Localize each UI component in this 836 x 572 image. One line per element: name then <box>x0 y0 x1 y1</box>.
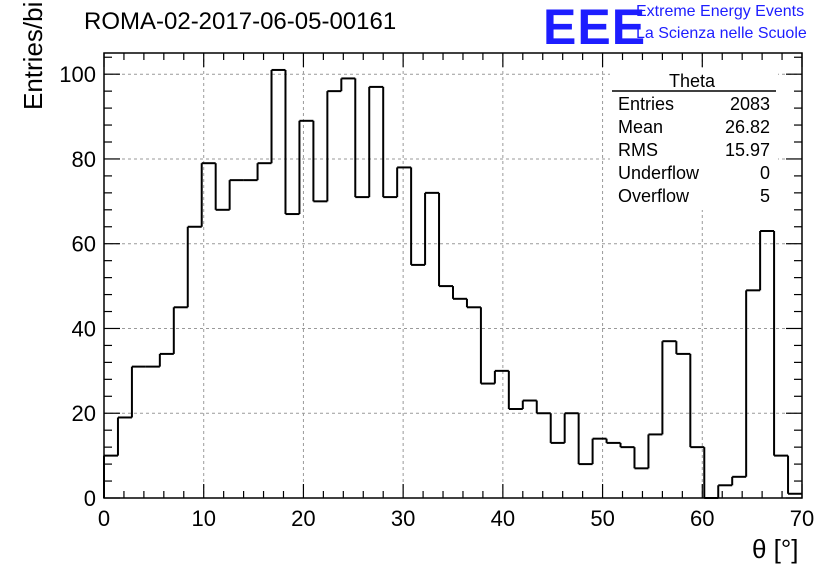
y-tick-label: 60 <box>72 232 96 257</box>
stats-box-name: Theta <box>669 71 716 91</box>
y-tick-label: 100 <box>59 62 96 87</box>
logo-line-1: Extreme Energy Events <box>636 3 805 20</box>
x-axis-label: θ [°] <box>752 534 799 564</box>
x-tick-label: 10 <box>191 506 215 531</box>
stats-label: Mean <box>618 117 663 137</box>
x-tick-label: 30 <box>391 506 415 531</box>
stats-label: Overflow <box>618 186 690 206</box>
x-tick-label: 60 <box>690 506 714 531</box>
y-tick-label: 40 <box>72 316 96 341</box>
x-tick-label: 40 <box>491 506 515 531</box>
stats-box: Theta Entries 2083 Mean 26.82 RMS 15.97 Underfl… <box>610 70 778 210</box>
y-axis-label: Entries/bin <box>18 0 48 110</box>
stats-label: RMS <box>618 140 658 160</box>
stats-value: 5 <box>760 186 770 206</box>
stats-value: 0 <box>760 163 770 183</box>
x-tick-label: 70 <box>790 506 814 531</box>
stats-label: Entries <box>618 94 674 114</box>
y-tick-label: 80 <box>72 147 96 172</box>
stats-value: 26.82 <box>725 117 770 137</box>
y-tick-label: 0 <box>84 486 96 511</box>
stats-box-background <box>610 70 778 210</box>
x-tick-label: 50 <box>590 506 614 531</box>
eee-logo: EEE <box>543 0 647 55</box>
y-tick-label: 20 <box>72 401 96 426</box>
logo-line-2: La Scienza nelle Scuole <box>636 25 807 42</box>
stats-value: 2083 <box>730 94 770 114</box>
plot-frame <box>103 52 803 499</box>
stats-label: Underflow <box>618 163 700 183</box>
stats-value: 15.97 <box>725 140 770 160</box>
x-tick-label: 0 <box>98 506 110 531</box>
x-tick-label: 20 <box>291 506 315 531</box>
chart-title: ROMA-02-2017-06-05-00161 <box>84 8 397 35</box>
